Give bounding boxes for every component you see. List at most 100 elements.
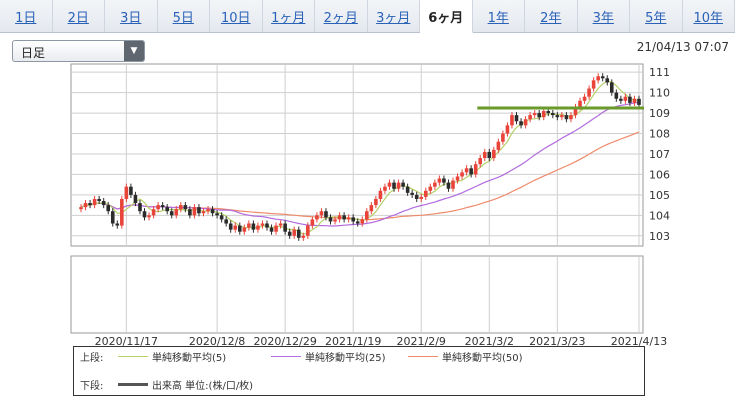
legend-ma50-swatch — [408, 355, 438, 357]
candle-body — [578, 100, 582, 107]
y-tick-label: 107 — [649, 148, 670, 161]
candle-body — [355, 221, 360, 224]
x-tick-label: 2021/4/13 — [611, 335, 667, 348]
candle-body — [505, 125, 510, 134]
tab-1[interactable]: 2日 — [53, 0, 105, 32]
candle-body — [605, 78, 610, 83]
candle-body — [88, 203, 92, 206]
y-tick-label: 110 — [649, 87, 670, 100]
tab-3[interactable]: 5日 — [158, 0, 210, 32]
candle-body — [451, 180, 455, 189]
candle-body — [242, 227, 247, 232]
candle-body — [142, 211, 147, 218]
candle-body — [228, 223, 233, 230]
tab-5[interactable]: 1ヶ月 — [263, 0, 315, 32]
candle-body — [269, 227, 274, 232]
tab-8[interactable]: 6ヶ月 — [420, 0, 473, 33]
legend-volume-swatch — [118, 382, 148, 386]
candle-body — [133, 194, 138, 204]
candle-body — [292, 229, 297, 236]
candle-body — [378, 190, 383, 199]
candle-body — [124, 186, 129, 199]
candle-body — [256, 225, 260, 230]
candle-body — [423, 190, 428, 197]
candle-body — [482, 151, 487, 159]
tab-9[interactable]: 1年 — [473, 0, 525, 32]
candle-body — [201, 211, 206, 214]
candle-body — [192, 207, 197, 216]
legend-top-label: 上段: — [80, 352, 104, 364]
candle-body — [210, 209, 215, 214]
candle-body — [628, 96, 632, 103]
candle-body — [97, 198, 101, 202]
candle-body — [165, 207, 169, 212]
x-tick-label: 2020/11/17 — [95, 335, 158, 348]
candle-body — [560, 115, 564, 118]
candle-body — [514, 115, 519, 122]
candle-body — [101, 201, 106, 206]
candle-body — [151, 209, 156, 216]
tab-10[interactable]: 2年 — [525, 0, 578, 32]
y-tick-label: 108 — [649, 128, 670, 141]
candle-body — [623, 96, 628, 101]
candle-body — [206, 209, 210, 212]
candle-body — [392, 182, 396, 189]
candle-body — [564, 115, 569, 120]
candle-body — [433, 182, 437, 187]
candle-body — [478, 158, 483, 165]
candle-body — [442, 178, 446, 183]
candle-body — [237, 225, 242, 232]
tab-11[interactable]: 3年 — [578, 0, 630, 32]
candle-body — [83, 203, 88, 208]
candle-body — [247, 223, 251, 228]
candle-body — [342, 215, 346, 220]
candle-body — [374, 198, 378, 206]
candle-body — [197, 207, 201, 214]
candle-body — [138, 203, 142, 212]
candle-body — [428, 186, 433, 191]
candle-body — [587, 88, 591, 97]
candle-body — [546, 111, 551, 114]
x-tick-label: 2020/12/29 — [253, 335, 316, 348]
legend-volume-label: 出来高 単位:(株/口/枚) — [152, 380, 254, 392]
candle-body — [396, 182, 401, 189]
candle-body — [609, 82, 614, 93]
candle-body — [541, 111, 546, 118]
candle-body — [410, 192, 414, 195]
candle-body — [510, 115, 514, 126]
tab-6[interactable]: 2ヶ月 — [315, 0, 368, 32]
candle-body — [278, 223, 283, 226]
candle-body — [92, 198, 97, 206]
candle-body — [351, 217, 355, 222]
candle-body — [224, 219, 228, 224]
legend-ma25-label: 単純移動平均(25) — [305, 352, 386, 364]
legend-ma25-swatch — [271, 355, 301, 357]
tab-4[interactable]: 10日 — [210, 0, 263, 32]
y-tick-label: 103 — [649, 230, 670, 243]
candle-body — [324, 211, 328, 218]
candle-body — [555, 115, 560, 118]
period-tab-bar: 1日 2日 3日 5日 10日 1ヶ月 2ヶ月 3ヶ月 6ヶ月 1年 2年 3年 5年 10年 — [0, 0, 735, 33]
x-tick-label: 2020/12/8 — [189, 335, 245, 348]
candle-body — [283, 223, 287, 232]
candle-body — [523, 119, 528, 126]
tab-7[interactable]: 3ヶ月 — [368, 0, 420, 32]
tab-0[interactable]: 1日 — [0, 0, 53, 32]
candle-body — [473, 164, 478, 175]
candle-body — [328, 217, 333, 222]
tab-12[interactable]: 5年 — [630, 0, 683, 32]
candle-body — [115, 223, 120, 226]
period-select[interactable]: 日足 ▼ — [12, 40, 145, 62]
candle-body — [333, 219, 337, 222]
candle-body — [619, 98, 623, 101]
candle-body — [614, 92, 619, 99]
ma25-line — [80, 101, 640, 227]
triangle-down-icon[interactable]: ▼ — [124, 41, 144, 61]
y-tick-label: 104 — [649, 209, 670, 222]
legend-ma5-swatch — [118, 355, 148, 357]
candle-body — [233, 225, 238, 230]
candle-body — [169, 211, 174, 216]
tab-2[interactable]: 3日 — [105, 0, 158, 32]
candle-body — [110, 211, 115, 224]
